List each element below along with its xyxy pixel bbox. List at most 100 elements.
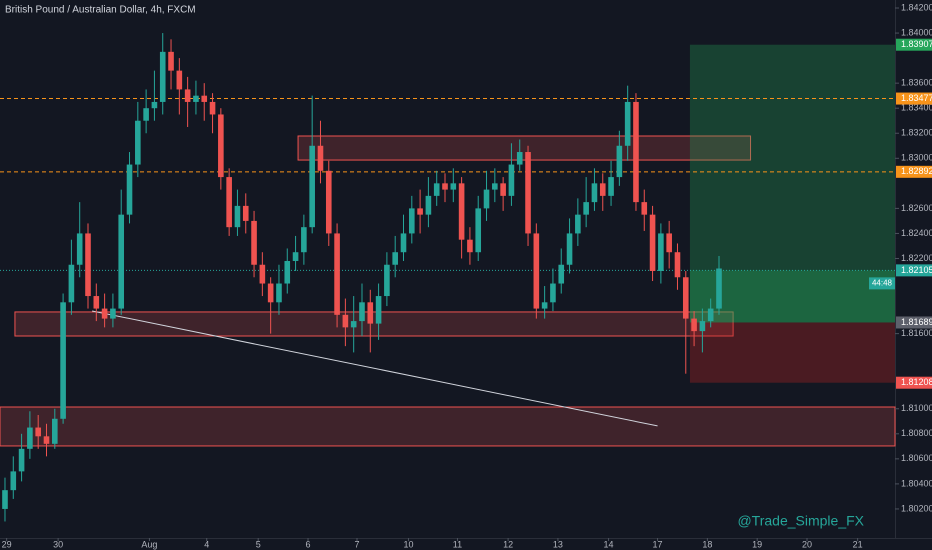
candle-body bbox=[599, 183, 606, 196]
trend-line bbox=[92, 310, 658, 427]
candle-body bbox=[43, 436, 50, 444]
y-tick-label: 1.80800 bbox=[901, 428, 932, 438]
price-badge bbox=[896, 38, 932, 51]
y-tick-label: 1.81600 bbox=[901, 328, 932, 338]
candle-body bbox=[666, 233, 672, 253]
candle-body bbox=[226, 177, 232, 228]
candle-body bbox=[209, 101, 216, 115]
price-badge-label: 1.83907 bbox=[901, 39, 932, 49]
candle-body bbox=[359, 302, 365, 322]
candle-body bbox=[375, 296, 382, 324]
candle-body bbox=[60, 302, 66, 419]
candle-body bbox=[433, 183, 440, 196]
candle-body bbox=[566, 233, 573, 265]
candle-body bbox=[201, 95, 208, 102]
y-tick-label: 1.80400 bbox=[901, 478, 932, 488]
x-tick-label: 12 bbox=[503, 539, 513, 549]
candle-body bbox=[533, 233, 540, 309]
y-tick-label: 1.81000 bbox=[901, 403, 932, 413]
x-tick-label: 13 bbox=[553, 539, 563, 549]
candle-body bbox=[276, 283, 282, 303]
candle-body bbox=[674, 252, 681, 278]
price-badge bbox=[896, 316, 932, 329]
price-badge-label: 1.82105 bbox=[901, 265, 932, 275]
candle-body bbox=[458, 183, 465, 240]
candle-body bbox=[408, 208, 415, 234]
candle-body bbox=[101, 308, 108, 319]
candle-body bbox=[126, 164, 133, 215]
x-tick-label: 20 bbox=[802, 539, 812, 549]
candle-body bbox=[301, 227, 307, 253]
y-tick-label: 1.84000 bbox=[901, 27, 932, 37]
candle-body bbox=[93, 296, 100, 309]
candle-body bbox=[342, 314, 349, 328]
candle-body bbox=[400, 233, 407, 253]
x-tick-label: 30 bbox=[53, 539, 63, 549]
candle-body bbox=[325, 170, 332, 234]
price-badge-label: 1.83477 bbox=[901, 93, 932, 103]
candle-body bbox=[525, 152, 531, 234]
candle-body bbox=[118, 214, 125, 309]
stop-area bbox=[689, 322, 895, 383]
zone bbox=[297, 135, 752, 161]
candle-body bbox=[425, 195, 432, 215]
candle-body bbox=[2, 490, 8, 509]
x-tick-label: 6 bbox=[306, 539, 311, 549]
candle-body bbox=[616, 145, 623, 178]
candle-body bbox=[508, 164, 515, 196]
candle-body bbox=[267, 283, 274, 303]
candle-body bbox=[51, 418, 58, 444]
x-tick-label: 7 bbox=[354, 539, 359, 549]
candle-body bbox=[168, 51, 174, 71]
candle-body bbox=[110, 308, 116, 319]
y-tick-label: 1.83600 bbox=[901, 78, 932, 88]
candle-body bbox=[716, 268, 722, 309]
candle-body bbox=[218, 114, 224, 178]
candle-body bbox=[35, 427, 41, 437]
candle-body bbox=[18, 448, 25, 472]
y-tick-label: 1.82600 bbox=[901, 203, 932, 213]
x-tick-label: 11 bbox=[453, 539, 462, 549]
price-badge bbox=[896, 376, 932, 389]
x-tick-label: 19 bbox=[752, 539, 762, 549]
candle-body bbox=[682, 277, 689, 319]
candle-body bbox=[143, 108, 149, 121]
y-tick-label: 1.83000 bbox=[901, 153, 932, 163]
x-tick-label: 4 bbox=[204, 539, 209, 549]
candle-body bbox=[309, 145, 315, 228]
candle-body bbox=[633, 101, 639, 203]
x-tick-label: 14 bbox=[604, 539, 614, 549]
candle-body bbox=[591, 183, 598, 203]
candle-body bbox=[384, 264, 390, 297]
candle-body bbox=[259, 264, 266, 284]
candle-body bbox=[367, 302, 374, 324]
candle-body bbox=[608, 177, 614, 196]
candle-body bbox=[467, 239, 473, 253]
price-badge bbox=[896, 264, 932, 277]
candle-body bbox=[558, 264, 565, 284]
x-tick-label: Aug bbox=[141, 539, 157, 549]
zone bbox=[14, 311, 734, 337]
candle-body bbox=[159, 51, 166, 102]
candle-body bbox=[284, 260, 291, 284]
x-tick-label: 18 bbox=[702, 539, 712, 549]
candle-body bbox=[76, 233, 83, 265]
candle-body bbox=[234, 205, 241, 228]
candle-body bbox=[251, 220, 257, 265]
price-badge bbox=[896, 92, 932, 105]
y-tick-label: 1.83400 bbox=[901, 103, 932, 113]
price-badge-label: 1.82892 bbox=[901, 166, 932, 176]
candle-body bbox=[699, 321, 706, 332]
plot bbox=[0, 33, 896, 522]
candle-body bbox=[541, 302, 548, 309]
candle-body bbox=[550, 283, 556, 303]
candle-body bbox=[500, 183, 506, 196]
candle-body bbox=[151, 101, 158, 109]
candle-body bbox=[10, 471, 17, 491]
candle-body bbox=[392, 252, 398, 265]
x-tick-label: 10 bbox=[403, 539, 413, 549]
candle-body bbox=[516, 152, 523, 165]
